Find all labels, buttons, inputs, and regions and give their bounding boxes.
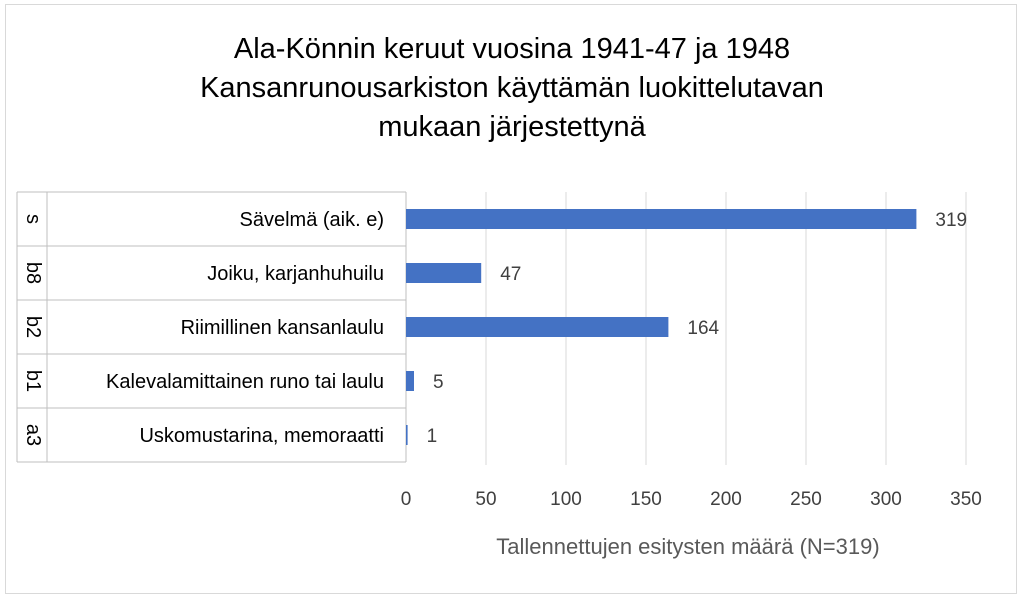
data-label: 5 (433, 372, 444, 393)
x-tick-label: 300 (870, 489, 902, 510)
x-tick-label: 150 (630, 489, 662, 510)
bar (406, 209, 917, 229)
category-label: Riimillinen kansanlaulu (181, 317, 384, 339)
data-label: 319 (935, 210, 967, 231)
category-table: s Sävelmä (aik. e) b8 Joiku, karjanhuhuilu b… (16, 191, 407, 463)
chart-title: Ala-Könnin keruut vuosina 1941-47 ja 194… (0, 30, 1024, 147)
bar (406, 425, 408, 445)
bars: 319 47 164 5 1 (406, 209, 967, 447)
chart-title-line-2: Kansanrunousarkiston käyttämän luokittel… (200, 72, 824, 104)
x-tick-label: 250 (790, 489, 822, 510)
category-code-label: a3 (22, 424, 44, 446)
chart-frame (5, 4, 1017, 594)
category-label: Sävelmä (aik. e) (240, 209, 385, 231)
x-tick-label: 100 (550, 489, 582, 510)
x-tick-label: 0 (401, 489, 412, 510)
x-tick-label: 50 (475, 489, 496, 510)
data-label: 164 (687, 318, 719, 339)
x-axis-title: Tallennettujen esitysten määrä (N=319) (496, 534, 879, 559)
bar (406, 371, 414, 391)
x-tick-label: 200 (710, 489, 742, 510)
category-label: Joiku, karjanhuhuilu (207, 263, 384, 285)
data-label: 47 (500, 264, 521, 285)
data-label: 1 (427, 426, 438, 447)
category-label: Uskomustarina, memoraatti (139, 425, 384, 447)
x-axis-ticks: 0 50 100 150 200 250 300 350 (401, 489, 982, 510)
category-code-label: s (22, 214, 44, 224)
category-code-label: b2 (22, 316, 44, 338)
chart-title-line-1: Ala-Könnin keruut vuosina 1941-47 ja 194… (233, 33, 791, 65)
bar (406, 263, 482, 283)
chart-title-line-3: mukaan järjestettynä (378, 111, 646, 143)
bar (406, 317, 669, 337)
category-code-label: b8 (22, 262, 44, 284)
category-label: Kalevalamittainen runo tai laulu (106, 371, 384, 393)
x-tick-label: 350 (950, 489, 982, 510)
category-code-label: b1 (22, 370, 44, 392)
